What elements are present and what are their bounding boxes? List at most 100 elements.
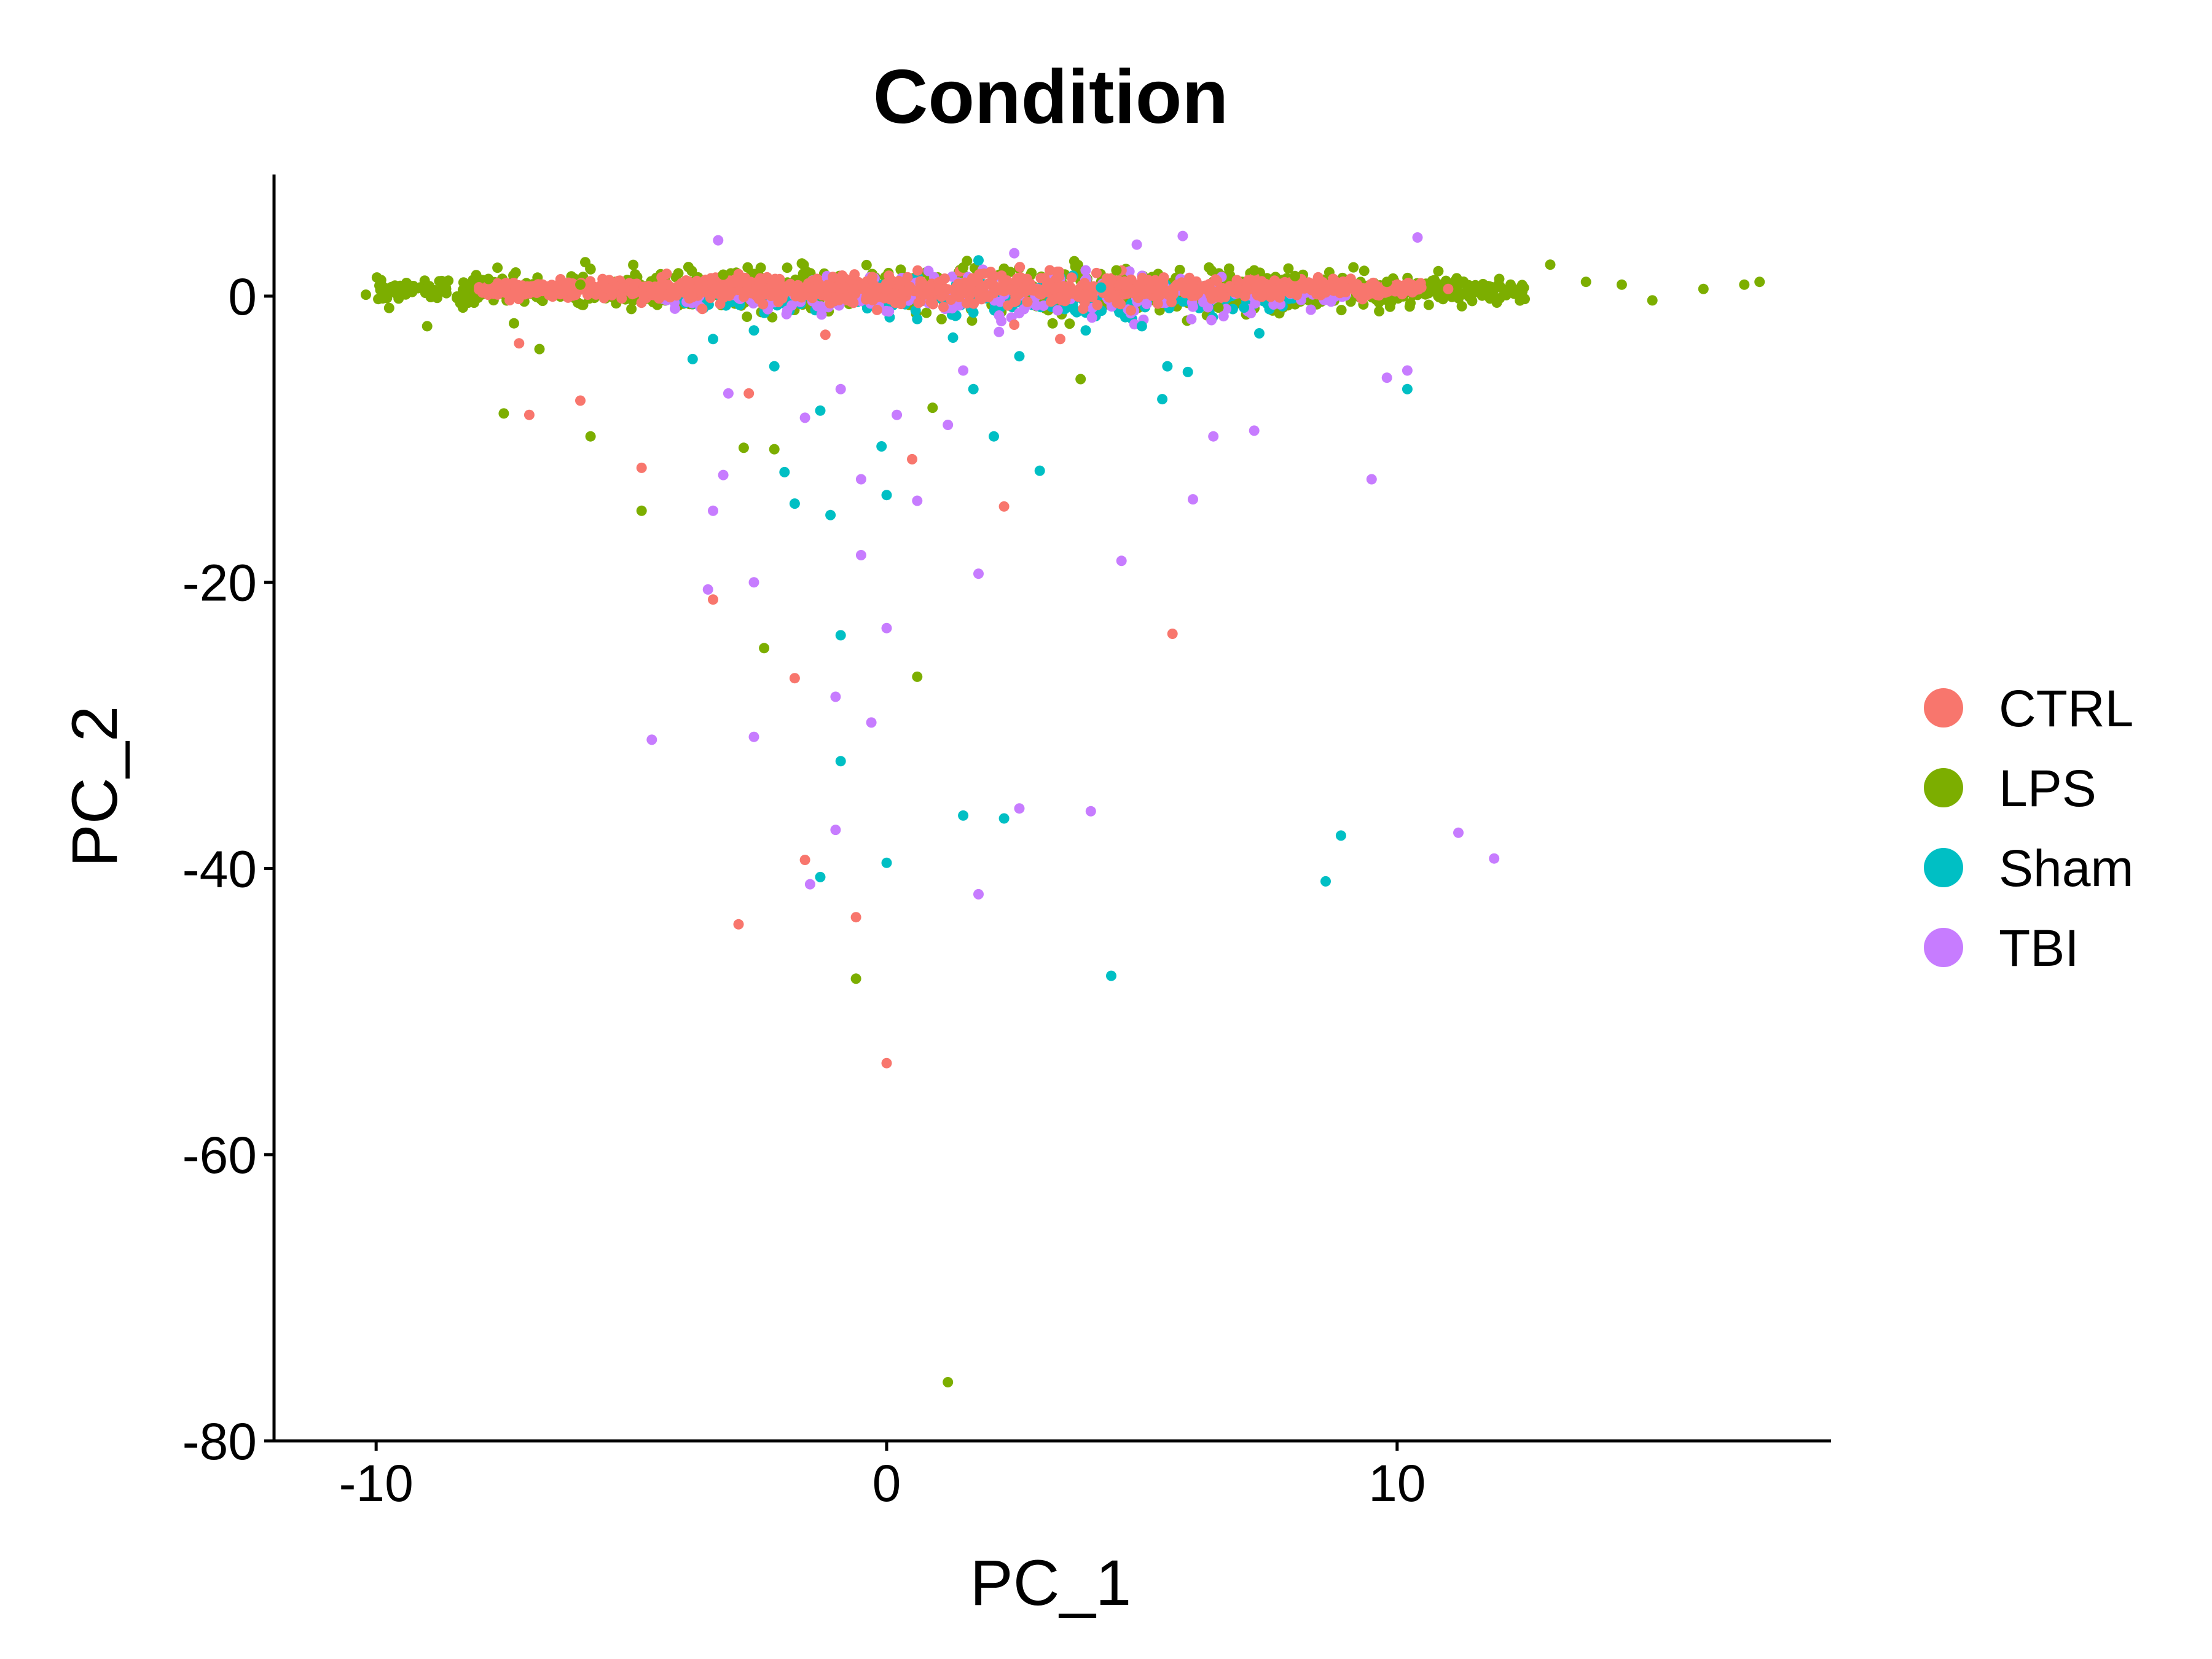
data-point <box>1080 265 1091 276</box>
data-point <box>811 283 822 294</box>
data-point <box>855 474 866 485</box>
data-point <box>669 303 680 314</box>
data-point <box>1453 293 1464 304</box>
data-point <box>1031 300 1042 311</box>
data-point <box>686 265 697 276</box>
data-point <box>1249 425 1260 436</box>
data-point <box>921 286 932 297</box>
data-point <box>987 272 998 283</box>
data-point <box>683 278 694 289</box>
data-point <box>733 269 744 280</box>
data-point <box>1402 365 1413 376</box>
data-point <box>1108 289 1119 300</box>
data-point <box>1500 289 1512 300</box>
data-point <box>477 285 488 296</box>
data-point <box>390 288 401 299</box>
data-point <box>524 409 535 420</box>
data-point <box>673 268 684 279</box>
data-point <box>1283 263 1294 274</box>
data-point <box>1381 276 1392 288</box>
data-point <box>754 279 765 290</box>
data-point <box>1505 279 1516 290</box>
data-point <box>1106 970 1116 981</box>
x-axis-label: PC_1 <box>970 1547 1132 1619</box>
data-point <box>968 383 979 394</box>
data-point <box>983 292 994 302</box>
data-point <box>1381 372 1392 383</box>
data-point <box>912 286 923 297</box>
data-point <box>912 265 923 276</box>
data-point <box>1279 281 1290 292</box>
data-point <box>654 293 665 304</box>
data-point <box>923 265 934 276</box>
data-point <box>1399 280 1410 291</box>
data-point <box>726 287 737 298</box>
data-point <box>508 278 519 288</box>
data-point <box>882 283 893 294</box>
series-ctrl <box>514 283 1454 1069</box>
legend-label: CTRL <box>1999 680 2133 737</box>
data-point <box>1352 279 1363 290</box>
data-point <box>1443 283 1454 294</box>
data-point <box>890 297 901 308</box>
data-point <box>1115 299 1126 310</box>
data-point <box>1141 299 1152 310</box>
data-point <box>575 395 586 406</box>
data-point <box>815 871 826 882</box>
data-point <box>432 288 443 299</box>
data-point <box>1009 248 1020 259</box>
data-point <box>1072 286 1083 297</box>
data-point <box>1026 284 1037 296</box>
legend-swatch <box>1924 768 1963 807</box>
data-point <box>1096 282 1107 293</box>
data-point <box>820 329 831 340</box>
data-point <box>718 269 729 280</box>
data-point <box>422 321 433 332</box>
data-point <box>1014 351 1025 362</box>
data-point <box>1312 274 1324 285</box>
data-point <box>938 302 949 313</box>
data-point <box>799 412 810 423</box>
data-point <box>912 313 923 324</box>
data-point <box>1147 283 1158 294</box>
data-point <box>893 275 904 286</box>
data-point <box>401 278 412 289</box>
data-point <box>534 343 545 355</box>
data-point <box>1320 876 1331 887</box>
data-point <box>1174 264 1185 275</box>
data-point <box>998 501 1010 512</box>
data-point <box>510 267 521 278</box>
data-point <box>1188 494 1198 505</box>
data-point <box>531 281 543 292</box>
data-point <box>509 318 519 329</box>
data-point <box>1335 830 1346 841</box>
data-point <box>458 277 469 288</box>
data-point <box>434 276 445 287</box>
data-point <box>1062 289 1073 300</box>
data-point <box>973 888 984 900</box>
data-point <box>1136 321 1147 332</box>
data-point <box>708 505 718 516</box>
data-point <box>1080 325 1091 336</box>
data-point <box>1174 280 1185 291</box>
data-point <box>1005 267 1016 277</box>
data-point <box>509 290 520 300</box>
data-point <box>1182 283 1193 294</box>
data-point <box>947 332 959 343</box>
data-point <box>834 295 844 305</box>
axes: -10 0 10 0 -20 -40 -60 -80 <box>182 175 1831 1512</box>
data-point <box>957 288 968 299</box>
data-point <box>994 326 1005 337</box>
data-point <box>1202 302 1214 313</box>
data-point <box>1739 279 1750 290</box>
data-point <box>790 291 801 302</box>
data-point <box>1456 300 1467 312</box>
data-point <box>1433 292 1445 303</box>
legend-item-tbi: TBI <box>1924 919 2079 977</box>
data-point <box>1269 285 1280 296</box>
x-tick-label: 0 <box>873 1454 901 1512</box>
data-point <box>1647 295 1658 306</box>
legend-item-lps: LPS <box>1924 759 2096 817</box>
data-point <box>1208 431 1219 442</box>
